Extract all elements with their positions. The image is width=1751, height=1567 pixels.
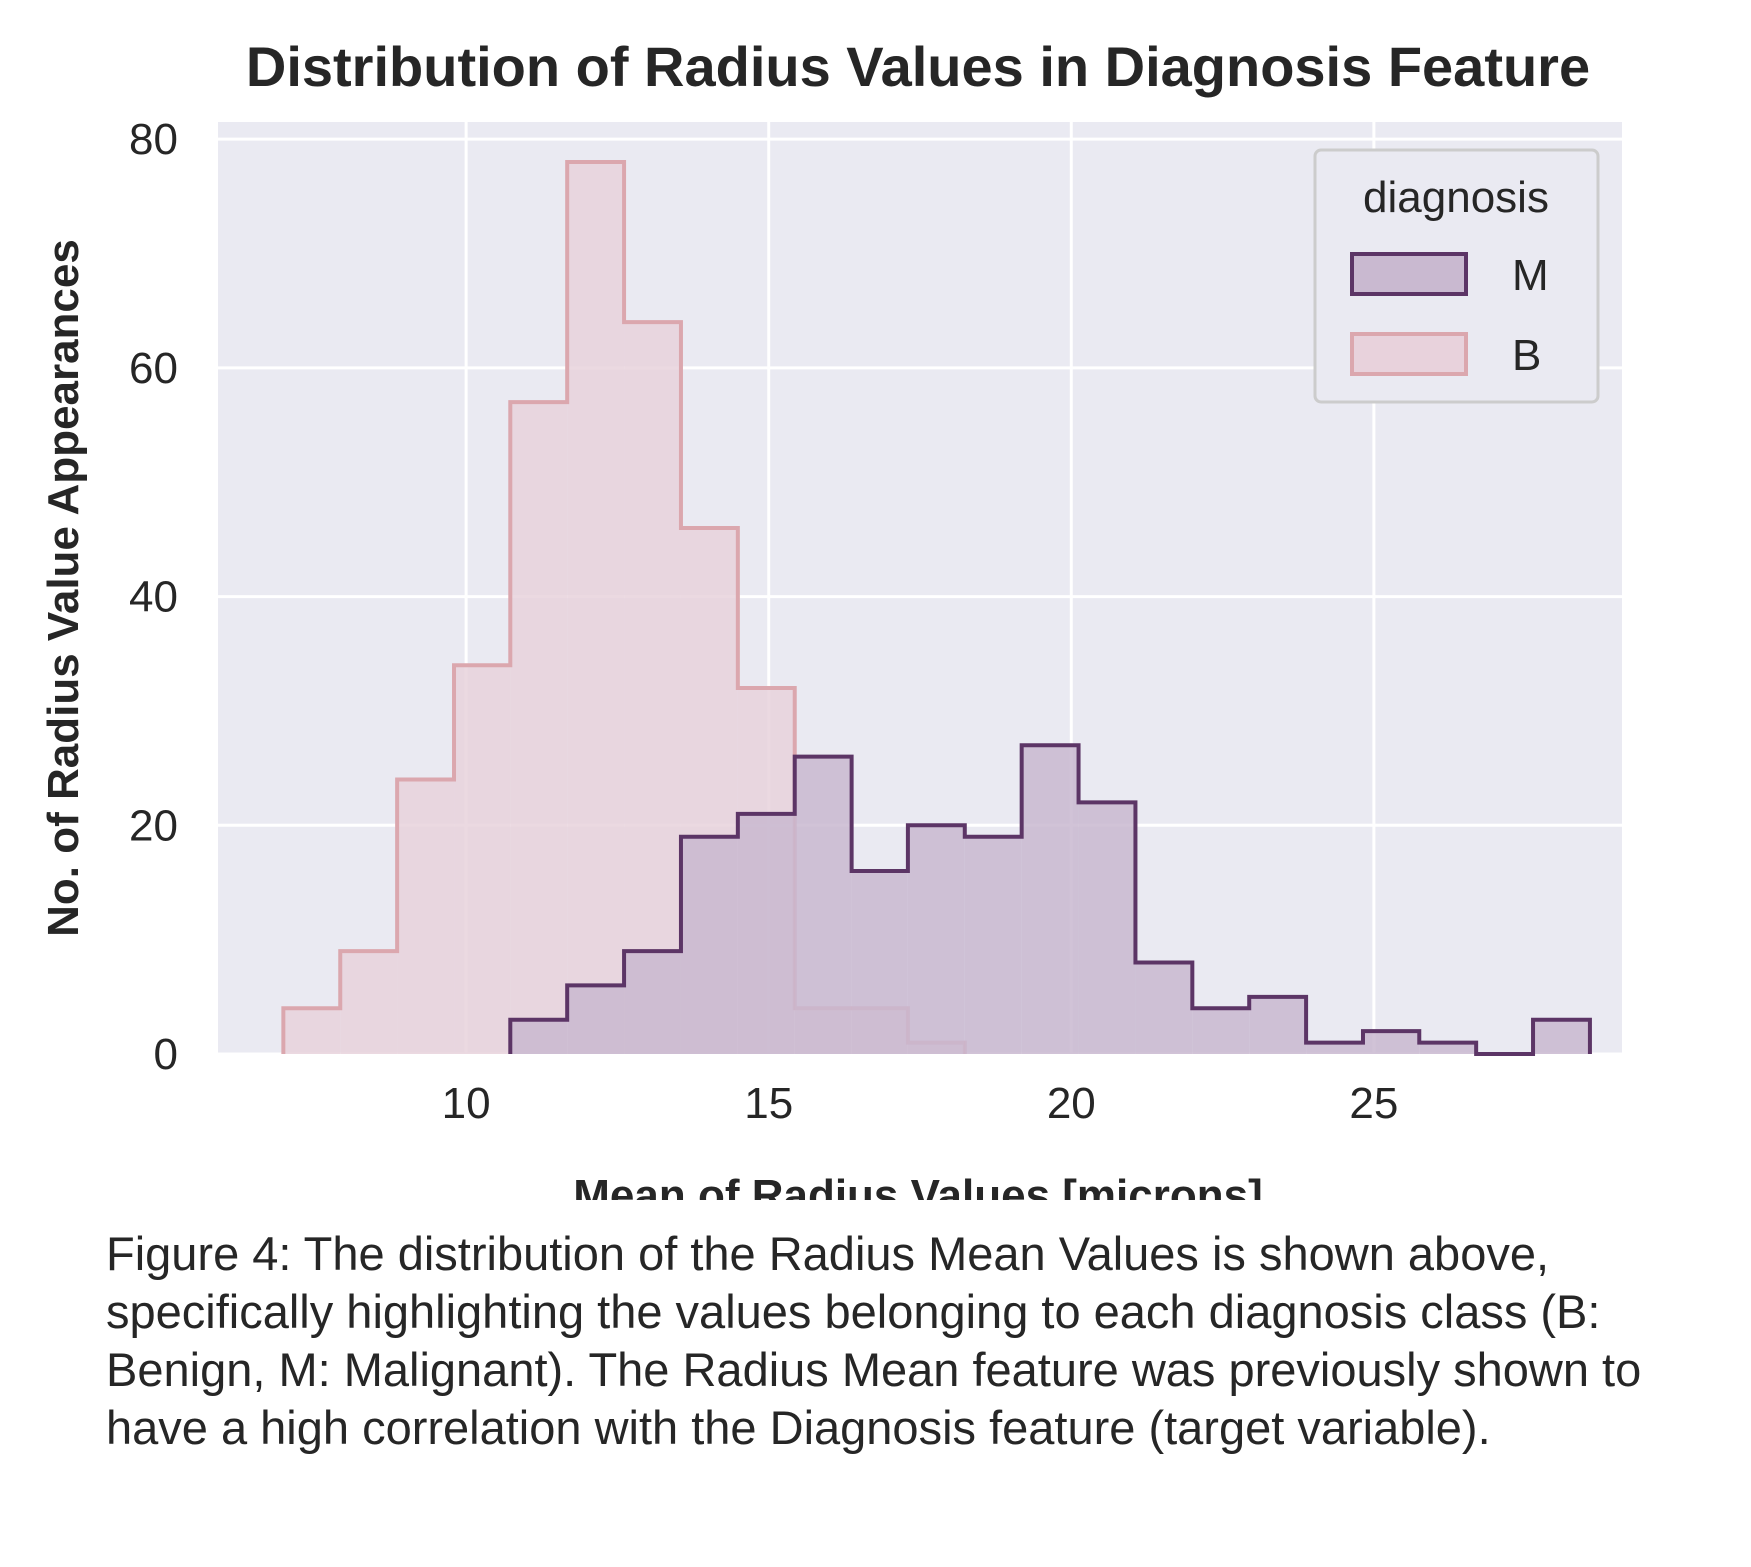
histogram-bin-b	[340, 951, 398, 1054]
legend: diagnosis M B	[1313, 148, 1600, 404]
chart-title: Distribution of Radius Values in Diagnos…	[246, 35, 1590, 98]
histogram-bin-m	[1135, 962, 1193, 1054]
histogram-bin-m	[1249, 996, 1307, 1054]
histogram-bin-b	[624, 322, 681, 1055]
histogram-bin-m	[1419, 1042, 1477, 1054]
axis-ticks: 0 20 40 60 80 10 15 20 25	[129, 115, 1398, 1128]
y-tick-label: 20	[129, 801, 178, 850]
legend-label-b: B	[1512, 331, 1541, 380]
histogram-chart: 0 20 40 60 80 10 15 20 25 Distribution of Radius…	[39, 35, 1622, 1200]
histogram-bin-m	[1533, 1019, 1590, 1054]
histogram-bin-m	[567, 985, 625, 1054]
x-tick-label: 25	[1349, 1079, 1398, 1128]
y-tick-label: 60	[129, 344, 178, 393]
legend-swatch-b	[1350, 332, 1468, 376]
histogram-bin-m	[510, 1019, 568, 1054]
histogram-bin-b	[454, 665, 511, 1054]
legend-swatch-m	[1350, 252, 1468, 296]
histogram-bin-m	[680, 836, 738, 1054]
x-tick-label: 15	[744, 1079, 793, 1128]
histogram-outline-m	[508, 743, 1592, 1056]
histogram-bin-m	[1362, 1031, 1420, 1054]
histogram-bin-m	[907, 825, 965, 1054]
histogram-bin-m	[964, 836, 1022, 1054]
y-tick-label: 80	[129, 115, 178, 164]
x-axis-label: Mean of Radius Values [microns]	[573, 1171, 1263, 1200]
y-tick-label: 0	[154, 1030, 178, 1079]
series-m	[508, 743, 1592, 1056]
figure-caption: Figure 4: The distribution of the Radius…	[106, 1227, 1642, 1454]
histogram-bin-m	[851, 871, 908, 1054]
histogram-bin-b	[397, 779, 455, 1054]
y-tick-label: 40	[129, 573, 178, 622]
histogram-bin-m	[1192, 1008, 1250, 1054]
histogram-bin-b	[283, 1008, 341, 1054]
legend-label-m: M	[1512, 251, 1549, 300]
histogram-bin-m	[1078, 802, 1136, 1054]
histogram-bin-m	[794, 756, 852, 1054]
x-tick-label: 20	[1047, 1079, 1096, 1128]
y-axis-label: No. of Radius Value Appearances	[39, 239, 88, 937]
histogram-bin-b	[567, 162, 625, 1054]
legend-title: diagnosis	[1363, 173, 1549, 222]
x-tick-label: 10	[442, 1079, 491, 1128]
histogram-bin-m	[737, 813, 795, 1054]
histogram-bin-m	[1021, 745, 1079, 1054]
histogram-bin-m	[1306, 1042, 1363, 1054]
histogram-series	[281, 160, 1592, 1056]
histogram-bin-m	[624, 951, 681, 1054]
histogram-bin-b	[510, 402, 568, 1055]
